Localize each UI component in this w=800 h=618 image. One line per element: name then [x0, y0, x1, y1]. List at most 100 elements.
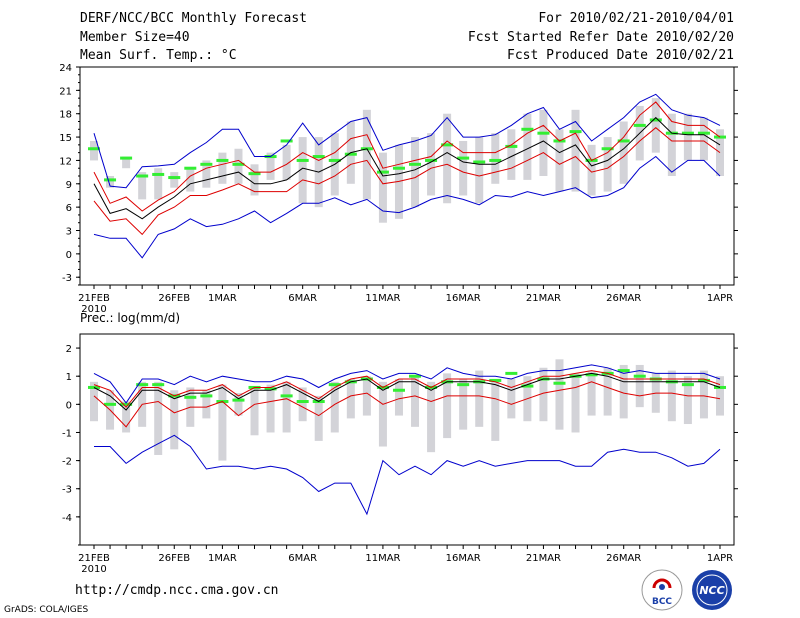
y-tick-label: 15 [59, 133, 72, 144]
ensemble-box [138, 172, 147, 200]
x-tick-label: 21FEB [78, 553, 110, 564]
ensemble-box [603, 137, 612, 192]
ensemble-box [106, 176, 115, 188]
median-mark [120, 156, 133, 160]
median-mark [280, 394, 293, 398]
ensemble-box [539, 109, 548, 176]
min-line [93, 155, 721, 259]
x-tick-label: 6MAR [288, 293, 317, 304]
median-mark [168, 176, 181, 180]
ensemble-box [282, 144, 291, 180]
median-mark [376, 170, 389, 174]
panel-title: Prec.: log(mm/d) [80, 311, 180, 325]
ensemble-box [475, 137, 484, 204]
x-tick-label: 6MAR [288, 553, 317, 564]
ensemble-box [555, 359, 564, 430]
x-tick-label: 11MAR [365, 293, 400, 304]
ensemble-box [587, 370, 596, 416]
median-mark [633, 123, 646, 127]
y-tick-label: 6 [66, 203, 72, 214]
median-mark [585, 373, 598, 377]
upper-spread-line [93, 101, 721, 212]
ensemble-box [491, 381, 500, 441]
ensemble-box [298, 387, 307, 422]
median-mark [104, 402, 117, 406]
lower-spread-line [93, 127, 721, 236]
ensemble-box [411, 376, 420, 427]
ensemble-box [234, 148, 243, 184]
plot-frame [79, 333, 735, 546]
ensemble-mean-line [93, 116, 721, 220]
ensemble-box [459, 140, 468, 196]
median-mark [409, 374, 422, 378]
ensemble-box [122, 401, 131, 433]
median-mark [216, 158, 229, 162]
median-mark [409, 162, 422, 166]
median-mark [521, 384, 534, 388]
median-mark [441, 143, 454, 147]
median-mark [200, 394, 213, 398]
ensemble-box [619, 121, 628, 184]
ensemble-box [378, 381, 387, 447]
median-mark [280, 139, 293, 143]
ncc-logo-icon: NCC [692, 570, 732, 610]
x-tick-label: 26MAR [606, 293, 641, 304]
ensemble-box [683, 376, 692, 425]
ensemble-box [266, 384, 275, 433]
y-tick-label: 0 [66, 250, 72, 261]
median-mark [264, 387, 277, 391]
median-mark [681, 383, 694, 387]
y-tick-label: 21 [59, 86, 72, 97]
ensemble-box [443, 373, 452, 439]
ensemble-box [443, 113, 452, 204]
x-tick-label: 1APR [707, 553, 733, 564]
ensemble-box [491, 133, 500, 184]
ensemble-box [667, 113, 676, 176]
min-line [94, 434, 721, 516]
x-tick-label: 1APR [707, 293, 733, 304]
header-variable: Mean Surf. Temp.: °C [80, 48, 237, 63]
x-year-label: 2010 [81, 564, 106, 575]
median-mark [296, 400, 309, 404]
median-mark [152, 172, 165, 176]
median-mark [649, 118, 662, 122]
y-tick-label: -3 [62, 273, 72, 284]
ensemble-box [539, 367, 548, 422]
ensemble-box [154, 168, 163, 200]
median-mark [392, 166, 405, 170]
median-mark [296, 158, 309, 162]
ensemble-box [362, 109, 371, 200]
ensemble-box [555, 129, 564, 192]
median-mark [184, 395, 197, 399]
ensemble-box [218, 384, 227, 461]
ensemble-box [170, 390, 179, 450]
median-mark [537, 131, 550, 135]
median-mark [697, 378, 710, 382]
y-tick-label: 24 [59, 63, 72, 74]
y-tick-label: -2 [62, 457, 72, 468]
median-mark [457, 156, 470, 160]
median-mark [521, 127, 534, 131]
ensemble-box [202, 390, 211, 419]
ensemble-box [90, 140, 98, 161]
ensemble-box [475, 370, 484, 427]
y-tick-label: -4 [62, 513, 72, 524]
footer-url[interactable]: http://cmdp.ncc.cma.gov.cn [75, 583, 279, 598]
ensemble-box [314, 395, 323, 441]
median-mark [232, 162, 245, 166]
median-mark [120, 402, 133, 406]
ensemble-box [699, 117, 708, 161]
header-produced-date: Fcst Produced Date 2010/02/21 [507, 48, 734, 63]
median-mark [328, 383, 341, 387]
x-tick-label: 21FEB [78, 293, 110, 304]
header-title: DERF/NCC/BCC Monthly Forecast [80, 11, 307, 26]
median-mark [328, 158, 341, 162]
median-mark [697, 131, 710, 135]
ensemble-box [250, 387, 259, 436]
median-mark [184, 166, 197, 170]
y-tick-label: -3 [62, 485, 72, 496]
ensemble-box [90, 381, 98, 422]
grads-credit: GrADS: COLA/IGES [4, 605, 89, 615]
x-tick-label: 16MAR [446, 293, 481, 304]
